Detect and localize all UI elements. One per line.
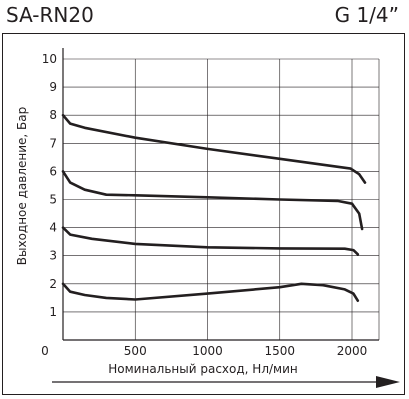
x-tick-label: 500 [124,344,147,358]
x-tick-label: 1500 [264,344,295,358]
arrow-head [376,376,400,388]
y-tick-label: 10 [42,52,57,66]
series-line-1 [61,113,367,184]
x-tick-label: 2000 [337,344,368,358]
x-tick-label: 1000 [192,344,223,358]
thread-size: G 1/4” [334,3,399,27]
y-tick-label: 4 [49,221,57,235]
grid [63,58,380,340]
y-axis-label: Выходное давление, Бар [15,107,29,265]
chart-frame [2,33,405,395]
x-axis-label: Номинальный расход, Нл/мин [108,362,297,376]
y-tick-label: 3 [49,249,57,263]
series-line-3 [61,226,360,256]
y-tick-label: 7 [49,136,57,150]
series-line-2 [61,170,364,231]
model-title: SA-RN20 [6,3,94,27]
x-tick-label: 0 [41,344,49,358]
y-tick-label: 8 [49,108,57,122]
tick-labels: 1 2 3 4 5 6 7 8 9 10 0 500 1000 1500 2000 [41,52,367,358]
y-tick-label: 1 [49,305,57,319]
flow-direction-arrow [52,376,400,388]
y-tick-label: 6 [49,164,57,178]
y-tick-label: 2 [49,277,57,291]
series-line-4 [61,282,360,302]
y-tick-label: 9 [49,80,57,94]
axes [62,48,379,341]
y-tick-label: 5 [49,193,57,207]
series-group [61,113,367,302]
